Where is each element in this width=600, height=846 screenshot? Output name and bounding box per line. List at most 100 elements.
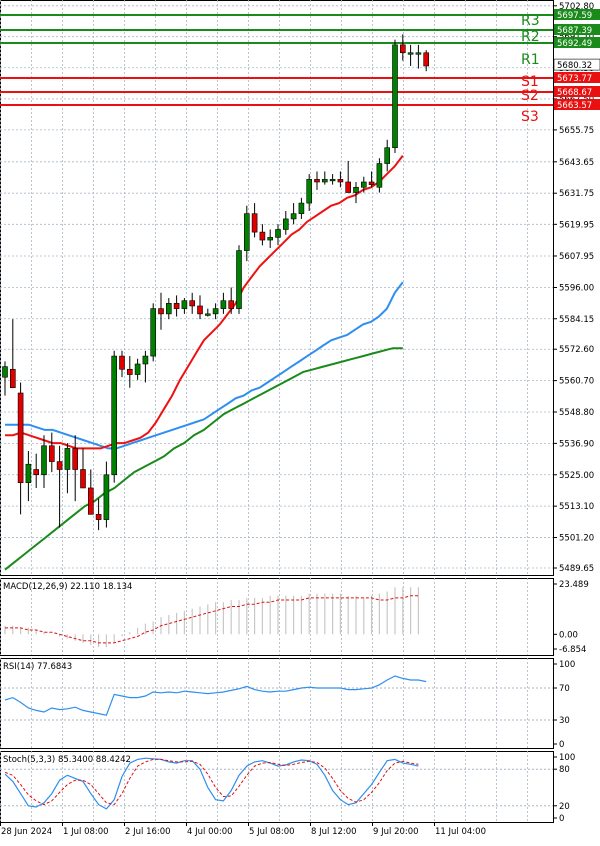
pivot-label-s1: S1 (521, 74, 539, 90)
pivot-price-tag-s3 (554, 99, 600, 110)
x-axis-tick-label: 5 Jul 08:00 (249, 827, 295, 837)
rsi-axis-tick-label: 0 (559, 740, 564, 750)
candle-body-bear (95, 514, 102, 520)
pivot-price-tag-text: 5673.77 (557, 74, 592, 84)
rsi-panel-frame (0, 658, 554, 749)
candle-body-bear (251, 213, 258, 233)
price-axis-tick-label: 5489.65 (559, 564, 594, 574)
price-axis-tick-label: 5655.75 (559, 126, 594, 136)
candle-body-bull (212, 308, 219, 315)
current-price-tag (553, 58, 600, 71)
rsi-label: RSI(14) 77.6843 (3, 662, 72, 672)
price-axis-tick-label: 5513.10 (559, 502, 594, 512)
candle-body-bull (306, 179, 313, 204)
x-axis-tick-label: 1 Jul 08:00 (63, 827, 109, 837)
ma-slow-line (4, 347, 403, 571)
pivot-price-tag-text: 5697.59 (557, 11, 592, 21)
candle-body-bull (275, 229, 281, 238)
candle-body-bear (88, 487, 94, 515)
price-axis-tick-label: 5607.95 (559, 252, 594, 262)
candle-body-bear (119, 355, 125, 370)
stoch-axis-tick-label: 100 (559, 753, 575, 763)
candle-body-bull (220, 300, 227, 309)
x-axis-tick-label: 9 Jul 20:00 (373, 827, 419, 837)
price-axis-tick-label: 5631.75 (559, 189, 594, 199)
x-axis-tick-label: 11 Jul 04:00 (435, 827, 486, 837)
candle-body-bear (228, 300, 234, 309)
stoch-signal-line (4, 758, 419, 806)
pivot-label-s3: S3 (521, 109, 539, 125)
pivot-price-tag-s1 (554, 72, 600, 83)
candle-body-bull (267, 237, 274, 241)
candle-body-bear (197, 305, 203, 315)
stoch-axis-tick-label: 80 (559, 765, 570, 775)
candle-body-bull (205, 313, 211, 316)
price-axis-tick-label: 5643.65 (559, 158, 594, 168)
stoch-axis-tick-label: 0 (559, 814, 564, 824)
x-axis-tick-label: 4 Jul 00:00 (187, 827, 233, 837)
rsi-line (4, 675, 427, 716)
pivot-price-tag-r1 (554, 37, 600, 48)
candle-body-bull (353, 186, 359, 193)
candle-body-bull (111, 355, 117, 476)
candle-body-bear (189, 300, 195, 307)
current-price-text: 5680.32 (557, 61, 592, 71)
candle-body-bull (376, 163, 383, 188)
candle-body-bull (181, 300, 188, 309)
candle-body-bear (10, 368, 16, 389)
pivot-price-tag-s2 (554, 86, 600, 97)
x-axis-tick-label: 8 Jul 12:00 (311, 827, 357, 837)
candle-body-bear (56, 461, 63, 470)
stoch-main-line (4, 757, 419, 810)
price-axis-tick-label: 5525.00 (559, 471, 594, 481)
candle-body-bear (368, 181, 375, 185)
candle-body-bear (314, 179, 320, 183)
price-axis-tick-label: 5702.80 (559, 2, 594, 12)
stoch-axis-tick-label: 20 (559, 802, 570, 812)
macd-axis-tick-label: 0.00 (559, 630, 578, 640)
candle-body-bear (33, 469, 40, 476)
candle-body-bear (259, 231, 266, 241)
ma-mid-line (5, 281, 404, 450)
price-axis-tick-label: 5619.95 (559, 220, 594, 230)
price-axis-tick-label: 5572.60 (559, 345, 594, 355)
candle-body-bear (173, 303, 180, 309)
candle-body-bull (384, 147, 391, 164)
candle-body-bull (150, 308, 156, 357)
pivot-price-tag-r3 (554, 9, 600, 20)
ma-fast-line (5, 154, 404, 450)
pivot-price-tag-text: 5692.49 (557, 39, 592, 49)
candle-body-bull (407, 52, 414, 55)
candle-body-bear (399, 44, 406, 54)
macd-axis-tick-label: 23.489 (559, 580, 589, 590)
candle-body-bear (127, 368, 133, 375)
candle-body-bull (290, 213, 297, 220)
pivot-label-r2: R2 (521, 29, 540, 45)
candle-body-bull (142, 355, 149, 365)
price-axis-tick-label: 5501.20 (559, 534, 594, 544)
candle-body-bear (17, 392, 24, 483)
candle-body-bull (415, 52, 422, 55)
rsi-axis-tick-label: 70 (559, 684, 570, 694)
candle-body-bull (25, 463, 32, 483)
candle-body-bear (158, 308, 164, 315)
macd-axis-tick-label: -6.854 (559, 645, 586, 655)
price-axis-tick-label: 5536.90 (559, 439, 594, 449)
candle-body-bear (423, 52, 430, 67)
macd-panel-frame (0, 578, 554, 656)
candle-body-bear (80, 469, 86, 489)
pivot-price-tag-text: 5663.57 (557, 101, 592, 111)
pivot-label-r3: R3 (521, 13, 540, 29)
pivot-label-s2: S2 (521, 88, 539, 104)
candle-body-bull (329, 179, 336, 182)
stoch-label: Stoch(5,3,3) 85.3400 88.4242 (3, 755, 131, 765)
candle-body-bull (103, 474, 110, 520)
rsi-axis-tick-label: 100 (559, 660, 575, 670)
candle-body-bull (64, 448, 71, 470)
candle-body-bear (72, 448, 78, 470)
candle-body-bull (166, 303, 172, 315)
candle-body-bear (345, 181, 352, 193)
candle-body-bull (321, 179, 328, 183)
